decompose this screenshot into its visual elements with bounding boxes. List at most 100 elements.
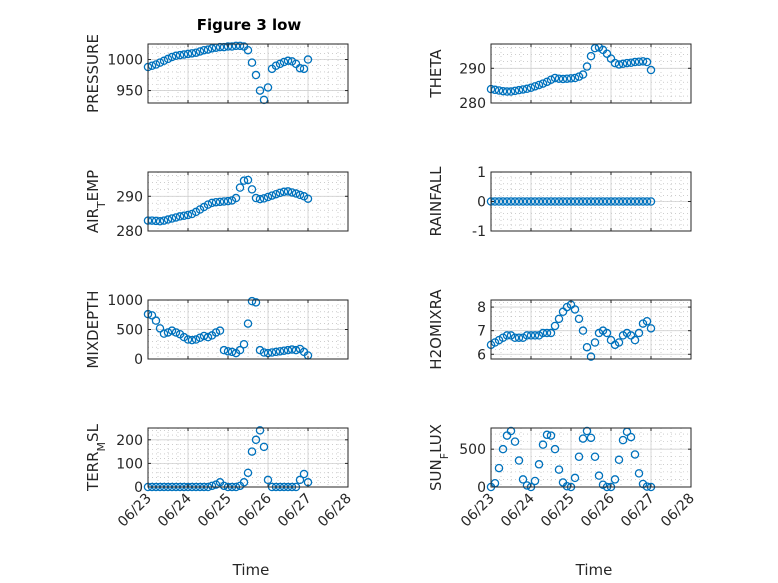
data-point	[215, 326, 225, 335]
data-point	[303, 55, 313, 64]
y-tick-label: 0	[477, 195, 486, 211]
data-point	[618, 197, 628, 206]
data-point	[530, 476, 540, 486]
data-point	[271, 189, 281, 199]
data-point	[618, 435, 628, 445]
data-point	[514, 85, 524, 95]
data-point	[610, 58, 620, 68]
y-tick-label: 1000	[107, 293, 143, 309]
data-point	[510, 197, 520, 206]
data-point	[251, 298, 261, 307]
data-point	[267, 348, 277, 357]
data-point	[550, 73, 560, 83]
data-point	[562, 197, 572, 206]
data-point	[251, 193, 261, 203]
data-point	[239, 176, 249, 185]
data-point	[255, 86, 265, 95]
data-point	[646, 324, 656, 333]
data-point	[622, 58, 632, 68]
data-point	[171, 328, 181, 337]
data-point	[606, 197, 616, 206]
data-point	[259, 442, 269, 452]
y-axis-label: H2OMIXRA	[427, 289, 445, 370]
data-point	[626, 432, 636, 442]
data-point	[203, 45, 213, 54]
x-label-left: Time	[232, 561, 270, 579]
data-point	[171, 213, 181, 222]
data-point	[251, 70, 261, 80]
data-point	[602, 197, 612, 206]
y-tick-label: 290	[459, 61, 486, 77]
data-point	[638, 57, 648, 66]
data-point	[255, 194, 265, 204]
data-point	[211, 328, 221, 337]
data-point	[271, 347, 281, 357]
data-point	[263, 475, 273, 485]
axes-box	[147, 171, 349, 232]
data-point	[630, 197, 640, 206]
data-point	[538, 197, 548, 206]
data-point	[215, 197, 225, 207]
data-point	[566, 197, 576, 206]
data-point	[538, 79, 548, 88]
data-point	[219, 197, 229, 206]
subplot-mixdepth: 0 500 1000 MIXDEPTH	[84, 290, 349, 369]
data-point	[494, 86, 504, 95]
data-point	[243, 175, 253, 185]
data-point	[247, 185, 257, 194]
data-point	[590, 452, 600, 461]
data-point	[207, 44, 217, 53]
data-point	[574, 197, 584, 206]
data-point	[203, 332, 213, 342]
data-point	[542, 430, 552, 440]
data-point	[506, 87, 516, 96]
data-point	[494, 197, 504, 206]
data-point	[554, 314, 564, 324]
data-point	[582, 426, 592, 436]
data-point	[582, 62, 592, 71]
data-point	[291, 189, 301, 198]
data-point	[243, 319, 253, 328]
data-point	[586, 433, 596, 443]
data-point	[199, 331, 209, 341]
data-point	[538, 440, 548, 449]
data-point	[630, 450, 640, 459]
data-point	[291, 345, 301, 355]
y-axis-label: AIRTEMP	[84, 170, 108, 233]
y-tick-label: 200	[116, 433, 143, 449]
data-point	[187, 49, 197, 58]
data-point	[566, 74, 576, 83]
x-tick-label: 06/27	[275, 491, 315, 531]
subplot-sun_flux: 06/23 06/24 06/25 06/26 06/27 06/28 0 500 SUNFLU…	[427, 424, 698, 530]
data-point	[530, 82, 540, 91]
data-point	[151, 60, 161, 69]
data-point	[630, 57, 640, 67]
data-point	[155, 58, 165, 67]
data-point	[550, 321, 560, 331]
data-point	[498, 86, 508, 96]
subplot-air_temp: 280 290 AIRTEMP	[84, 170, 349, 240]
subplot-h2omixra: 6 7 8 H2OMIXRA	[427, 289, 692, 370]
data-point	[522, 331, 532, 340]
data-point	[163, 215, 173, 224]
data-point	[542, 77, 552, 87]
data-point	[183, 210, 193, 220]
x-tick-label: 06/23	[115, 491, 155, 531]
data-point	[574, 452, 584, 461]
y-axis-label: MIXDEPTH	[84, 290, 102, 368]
data-point	[634, 328, 644, 338]
data-point	[514, 333, 524, 343]
data-point	[283, 56, 293, 66]
data-point	[203, 200, 213, 209]
subplot-rainfall: -1 0 1 RAINFALL	[427, 165, 692, 240]
data-point	[195, 47, 205, 56]
data-point	[159, 56, 169, 66]
figure-title: Figure 3 low	[197, 16, 302, 34]
data-point	[247, 447, 257, 456]
data-point	[207, 198, 217, 208]
data-point	[578, 197, 588, 206]
data-point	[530, 197, 540, 206]
data-point	[550, 444, 560, 454]
